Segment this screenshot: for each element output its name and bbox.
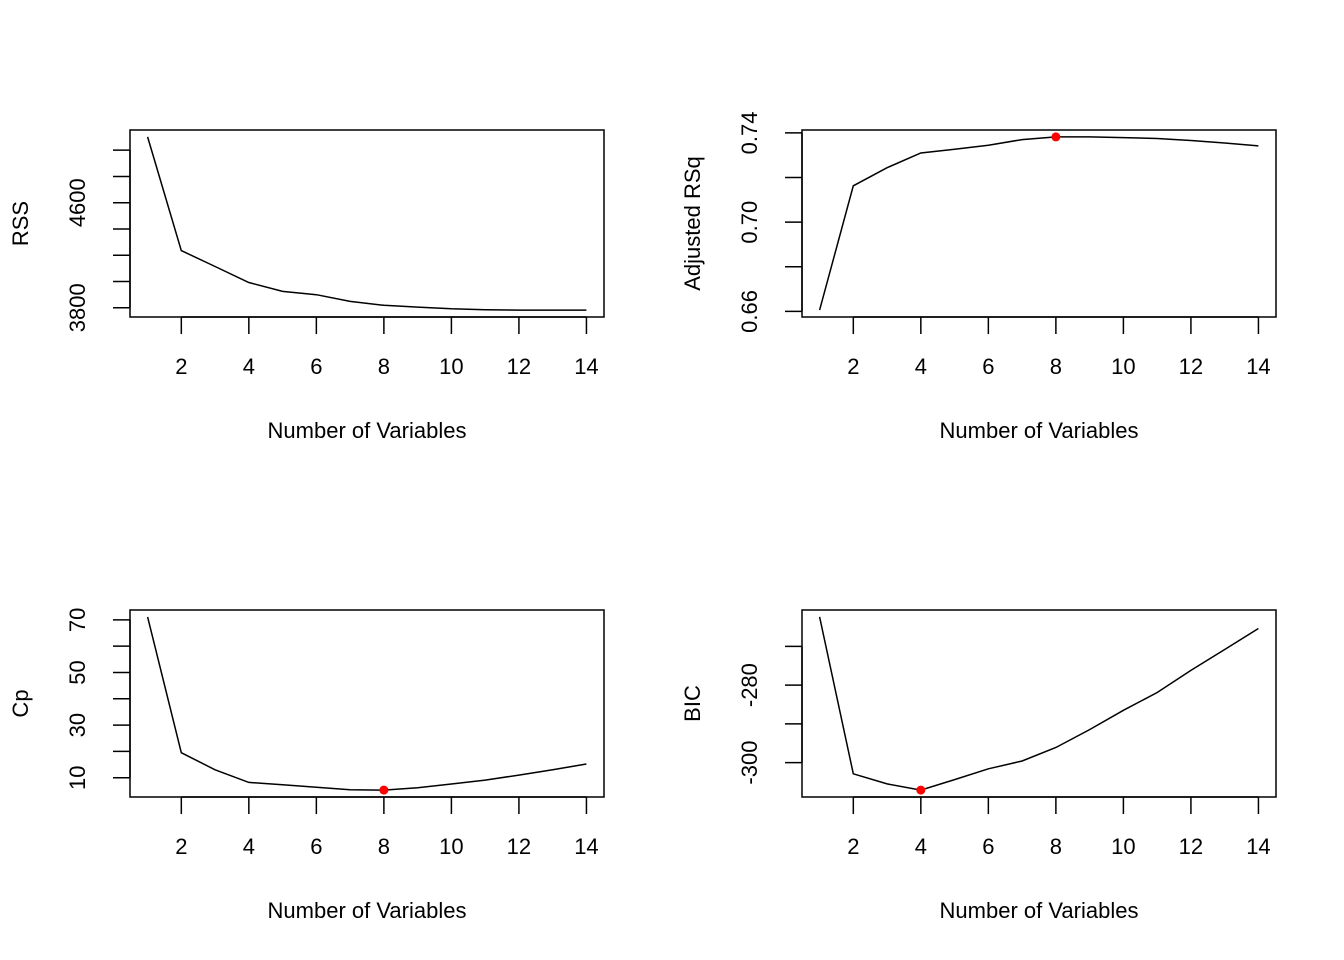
x-tick-label: 10 — [439, 834, 463, 859]
x-tick-label: 8 — [378, 354, 390, 379]
bic-optimum-point — [916, 785, 926, 795]
adjr2-optimum-point — [1051, 132, 1061, 142]
rss-panel: 2 4 6 8 10 12 14 Number of Variables 3800 4600 RSS — [8, 129, 605, 443]
cp-x-axis-title: Number of Variables — [268, 898, 467, 923]
adjr2-y-axis-title: Adjusted RSq — [680, 156, 705, 291]
x-tick-label: 12 — [507, 834, 531, 859]
cp-optimum-point — [379, 785, 389, 795]
bic-y-axis-title: BIC — [680, 685, 705, 722]
x-tick-label: 8 — [378, 834, 390, 859]
bic-x-axis-title: Number of Variables — [940, 898, 1139, 923]
x-tick-label: 14 — [1246, 834, 1270, 859]
rss-y-axis-title: RSS — [8, 201, 33, 246]
x-tick-label: 10 — [1111, 354, 1135, 379]
y-tick-label: 0.66 — [737, 290, 762, 333]
y-tick-label: -300 — [737, 741, 762, 785]
x-tick-label: 12 — [1179, 354, 1203, 379]
x-tick-label: 12 — [507, 354, 531, 379]
cp-panel: 2 4 6 8 10 12 14 Number of Variables 10 30 50 70 Cp — [8, 608, 605, 923]
adjr2-panel: 2 4 6 8 10 12 14 Number of Variables 0.66 0.70 0.7… — [680, 111, 1277, 443]
adjr2-y-axis: 0.66 0.70 0.74 — [737, 111, 803, 333]
y-tick-label: 50 — [65, 660, 90, 684]
bic-plot-frame — [801, 609, 1277, 798]
adjr2-x-axis: 2 4 6 8 10 12 14 — [847, 316, 1271, 379]
x-tick-label: 4 — [915, 834, 927, 859]
x-tick-label: 8 — [1050, 834, 1062, 859]
y-tick-label: -280 — [737, 663, 762, 707]
x-tick-label: 10 — [439, 354, 463, 379]
x-tick-label: 4 — [243, 834, 255, 859]
x-tick-label: 2 — [847, 354, 859, 379]
adjr2-x-axis-title: Number of Variables — [940, 418, 1139, 443]
x-tick-label: 6 — [982, 354, 994, 379]
x-tick-label: 14 — [574, 834, 598, 859]
x-tick-label: 10 — [1111, 834, 1135, 859]
bic-y-axis: -300 -280 — [737, 645, 803, 785]
cp-plot-frame — [129, 609, 605, 798]
rss-x-axis-title: Number of Variables — [268, 418, 467, 443]
cp-series-line — [146, 616, 587, 791]
rss-x-axis: 2 4 6 8 10 12 14 — [175, 316, 599, 379]
cp-y-axis: 10 30 50 70 — [65, 608, 131, 790]
x-tick-label: 6 — [310, 834, 322, 859]
x-tick-label: 14 — [1246, 354, 1270, 379]
x-tick-label: 6 — [310, 354, 322, 379]
x-tick-label: 12 — [1179, 834, 1203, 859]
y-tick-label: 4600 — [65, 178, 90, 227]
rss-plot-frame — [129, 129, 605, 318]
y-tick-label: 70 — [65, 608, 90, 632]
x-tick-label: 6 — [982, 834, 994, 859]
bic-series-line — [818, 616, 1259, 791]
y-tick-label: 10 — [65, 765, 90, 789]
y-tick-label: 3800 — [65, 283, 90, 332]
x-tick-label: 2 — [847, 834, 859, 859]
x-tick-label: 14 — [574, 354, 598, 379]
x-tick-label: 4 — [243, 354, 255, 379]
adjr2-plot-frame — [801, 129, 1277, 318]
cp-y-axis-title: Cp — [8, 689, 33, 717]
bic-x-axis: 2 4 6 8 10 12 14 — [847, 796, 1271, 859]
x-tick-label: 8 — [1050, 354, 1062, 379]
rss-series-line — [146, 136, 587, 311]
rss-y-axis: 3800 4600 — [65, 149, 131, 332]
y-tick-label: 0.74 — [737, 111, 762, 154]
y-tick-label: 30 — [65, 713, 90, 737]
cp-x-axis: 2 4 6 8 10 12 14 — [175, 796, 599, 859]
bic-panel: 2 4 6 8 10 12 14 Number of Variables -300 -280 BIC — [680, 609, 1277, 923]
x-tick-label: 2 — [175, 834, 187, 859]
x-tick-label: 2 — [175, 354, 187, 379]
y-tick-label: 0.70 — [737, 201, 762, 244]
adjr2-series-line — [818, 136, 1259, 311]
x-tick-label: 4 — [915, 354, 927, 379]
